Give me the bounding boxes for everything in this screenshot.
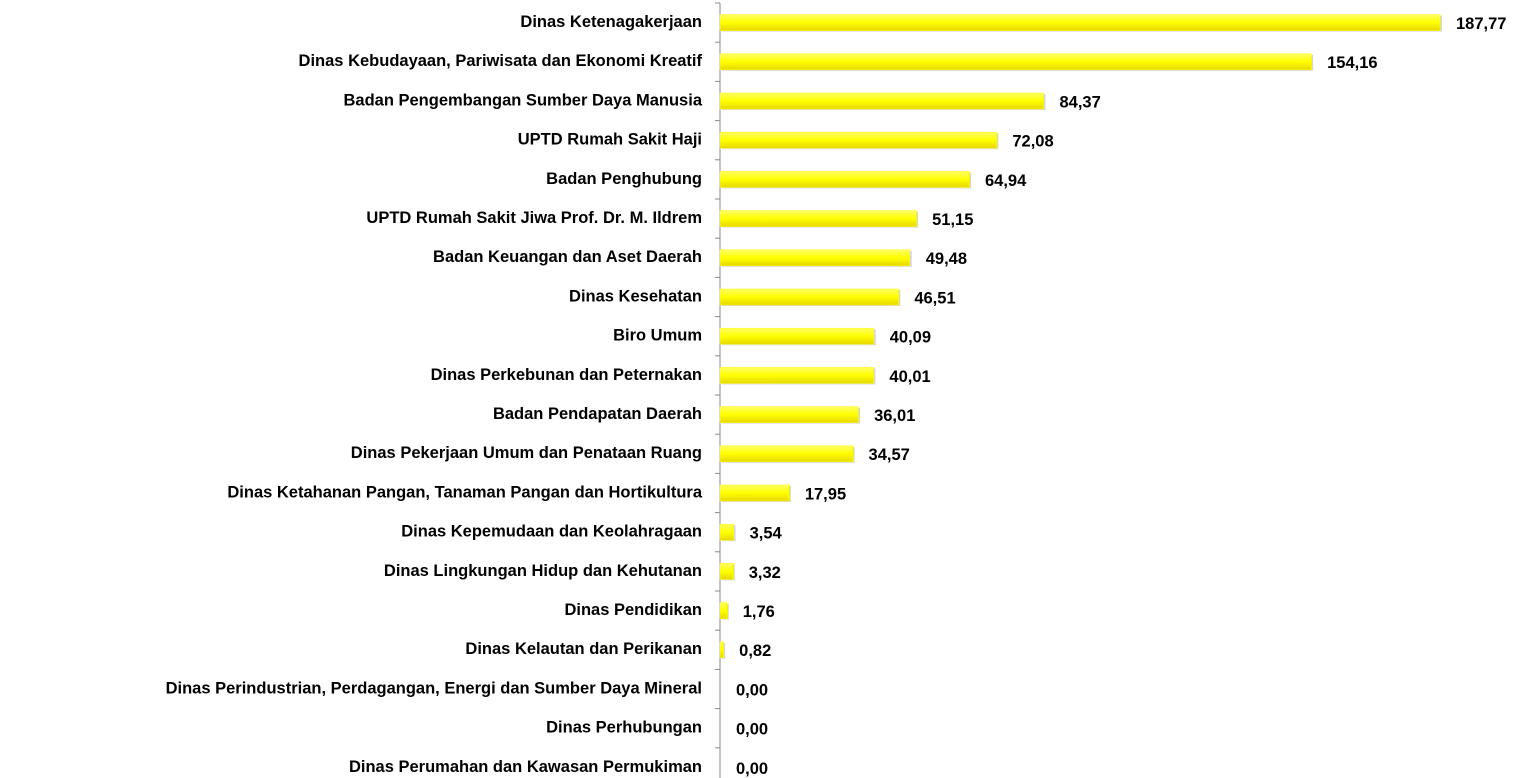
value-label: 49,48 <box>926 250 967 268</box>
value-label: 40,09 <box>890 329 931 347</box>
bar <box>719 131 997 149</box>
category-label: Dinas Perhubungan <box>546 719 702 737</box>
value-label: 40,01 <box>889 368 930 386</box>
bar <box>719 445 853 463</box>
bar <box>719 92 1044 110</box>
value-label: 0,00 <box>736 681 768 699</box>
category-label: Biro Umum <box>613 327 702 345</box>
value-label: 51,15 <box>932 211 973 229</box>
value-label: 1,76 <box>743 603 775 621</box>
category-label: Dinas Pekerjaan Umum dan Penataan Ruang <box>351 444 702 462</box>
bar <box>719 641 724 659</box>
category-label: Dinas Kebudayaan, Pariwisata dan Ekonomi… <box>299 52 703 70</box>
value-label: 84,37 <box>1060 93 1101 111</box>
category-label: Dinas Perkebunan dan Peternakan <box>431 366 702 384</box>
category-label: Dinas Pendidikan <box>564 601 702 619</box>
category-label: UPTD Rumah Sakit Haji <box>518 131 702 149</box>
value-label: 3,32 <box>749 564 781 582</box>
category-label: Badan Keuangan dan Aset Daerah <box>433 248 702 266</box>
category-label: Dinas Ketahanan Pangan, Tanaman Pangan d… <box>227 483 702 501</box>
category-label: Dinas Perumahan dan Kawasan Permukiman <box>349 758 702 776</box>
value-label: 0,82 <box>739 642 771 660</box>
bar <box>719 288 899 306</box>
value-label: 187,77 <box>1456 15 1506 33</box>
bar-shadow <box>722 642 726 659</box>
bar <box>719 523 734 541</box>
value-label: 64,94 <box>985 172 1027 190</box>
value-label: 0,00 <box>736 721 768 739</box>
category-label: Dinas Ketenagakerjaan <box>520 13 702 31</box>
bar <box>719 53 1312 71</box>
value-label: 0,00 <box>736 760 768 778</box>
value-label: 72,08 <box>1012 133 1053 151</box>
bar <box>719 249 910 267</box>
bar <box>719 327 874 345</box>
category-label: Badan Pendapatan Daerah <box>493 405 702 423</box>
value-label: 34,57 <box>869 446 910 464</box>
category-label: Dinas Kepemudaan dan Keolahragaan <box>401 523 702 541</box>
value-label: 3,54 <box>750 525 783 543</box>
bar <box>719 171 970 188</box>
category-label: Badan Penghubung <box>546 170 702 188</box>
bar <box>719 367 874 384</box>
category-label: Dinas Kelautan dan Perikanan <box>465 640 702 658</box>
category-label: Dinas Kesehatan <box>569 287 702 305</box>
value-label: 17,95 <box>805 485 846 503</box>
category-label: Dinas Lingkungan Hidup dan Kehutanan <box>384 562 702 580</box>
bar <box>719 14 1441 31</box>
bar <box>719 563 733 580</box>
value-label: 46,51 <box>914 289 955 307</box>
bar <box>719 484 790 502</box>
value-label: 154,16 <box>1327 54 1377 72</box>
bar <box>719 210 917 227</box>
category-label: Badan Pengembangan Sumber Daya Manusia <box>343 91 702 109</box>
value-label: 36,01 <box>874 407 915 425</box>
bar <box>719 602 727 619</box>
bar <box>719 406 859 423</box>
category-label: UPTD Rumah Sakit Jiwa Prof. Dr. M. Ildre… <box>366 209 702 227</box>
category-label: Dinas Perindustrian, Perdagangan, Energi… <box>166 679 702 697</box>
